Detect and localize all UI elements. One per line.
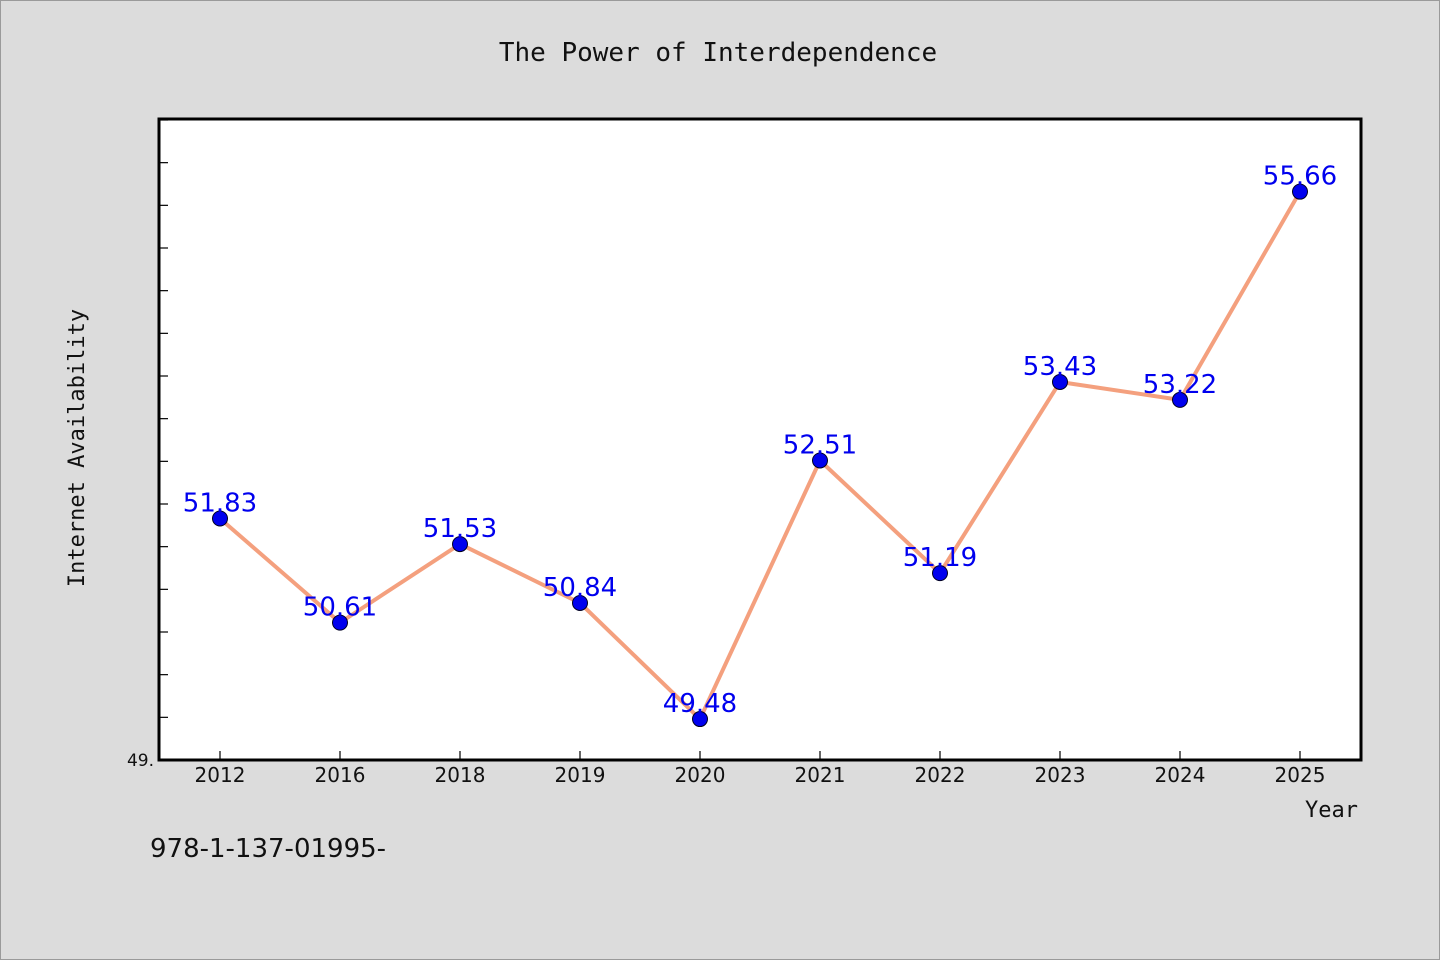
data-label: 51.83 (183, 489, 257, 519)
data-label: 51.19 (903, 543, 977, 573)
data-label: 53.43 (1023, 352, 1097, 382)
data-point (572, 594, 588, 611)
data-labels: 51.83 50.61 51.53 50.84 49.48 52.51 51.19 53.43… (183, 162, 1337, 719)
data-label: 55.66 (1263, 162, 1337, 192)
x-tick-label: 2018 (435, 763, 486, 787)
data-point (692, 711, 708, 728)
data-label: 53.22 (1143, 370, 1217, 400)
x-tick-label: 2023 (1035, 763, 1086, 787)
x-tick-label: 2022 (915, 763, 966, 787)
x-tick-label: 2012 (195, 763, 246, 787)
data-label: 51.53 (423, 514, 497, 544)
x-axis-ticks (219, 751, 1301, 760)
data-label: 50.61 (303, 593, 377, 623)
data-point (212, 510, 228, 527)
y-axis-label: Internet Availability (65, 309, 90, 587)
x-tick-label: 2024 (1155, 763, 1206, 787)
data-label: 49.48 (663, 689, 737, 719)
data-point (932, 565, 948, 582)
x-axis-tick-labels: 2012 2016 2018 2019 2020 2021 2022 2023 2024 2025 (195, 763, 1326, 787)
chart-title: The Power of Interdependence (499, 38, 937, 68)
x-tick-label: 2021 (795, 763, 846, 787)
data-point (812, 452, 828, 469)
data-point (332, 614, 348, 631)
x-tick-label: 2019 (555, 763, 606, 787)
data-point (1052, 373, 1068, 390)
footer-text: 978-1-137-01995- (150, 834, 387, 864)
data-point (1292, 183, 1308, 200)
x-tick-label: 2025 (1275, 763, 1326, 787)
y-axis-tick-label: 49. (127, 751, 154, 771)
data-point (452, 536, 468, 553)
x-axis-label: Year (1305, 798, 1358, 823)
plot-area (157, 117, 1363, 762)
data-label: 50.84 (543, 573, 617, 603)
x-tick-label: 2016 (315, 763, 366, 787)
series-line (218, 190, 1302, 722)
data-point (1172, 391, 1188, 408)
data-label: 52.51 (783, 430, 857, 460)
x-tick-label: 2020 (675, 763, 726, 787)
data-points (212, 183, 1308, 728)
y-axis-ticks (160, 119, 168, 718)
